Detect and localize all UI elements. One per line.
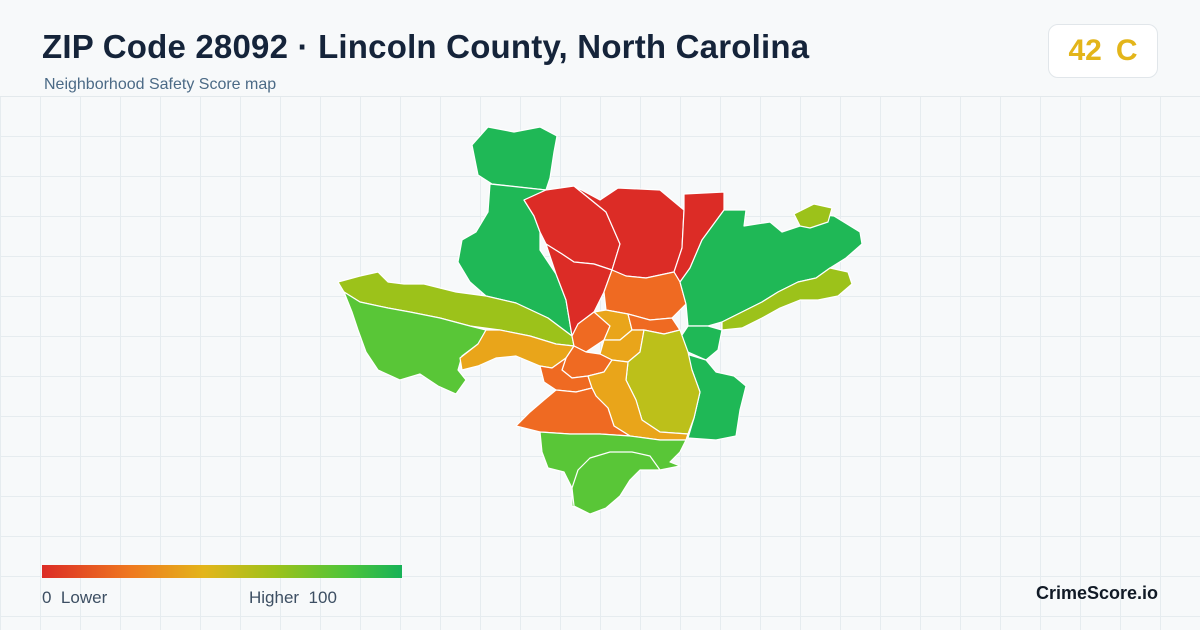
legend-high-label: Higher 100 — [249, 588, 337, 608]
map-region — [793, 203, 833, 229]
map-region — [545, 243, 613, 337]
page-subtitle: Neighborhood Safety Score map — [44, 76, 277, 93]
legend-low-label: 0 Lower — [42, 588, 107, 608]
map-region — [721, 267, 853, 331]
page-title: ZIP Code 28092 · Lincoln County, North C… — [42, 28, 810, 65]
legend-color-bar — [42, 565, 402, 578]
map-region — [603, 269, 687, 321]
score-grade: C — [1115, 34, 1138, 67]
brand-logo-text: CrimeScore.io — [1036, 583, 1159, 603]
map-region — [571, 451, 661, 515]
legend-min-text: Lower — [60, 588, 108, 607]
legend-max-text: Higher — [249, 588, 300, 607]
map-region — [343, 291, 487, 395]
map-region — [471, 126, 558, 191]
legend-min-value: 0 — [42, 588, 52, 607]
safety-score-badge: 42 C — [1048, 24, 1158, 78]
score-value: 42 — [1068, 34, 1102, 67]
legend-max-value: 100 — [308, 588, 337, 607]
header-divider — [0, 96, 1200, 97]
